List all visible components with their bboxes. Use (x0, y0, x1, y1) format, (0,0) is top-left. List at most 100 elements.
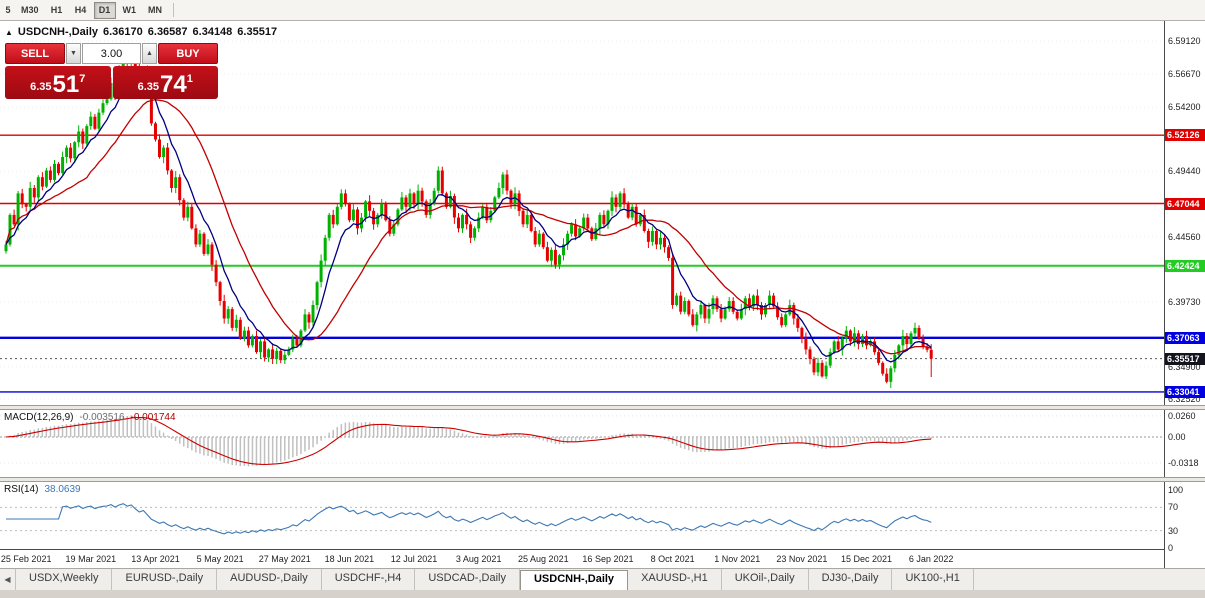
tab-usdcnh-daily[interactable]: USDCNH-,Daily (519, 570, 629, 590)
rsi-line (6, 503, 932, 535)
bid-big-digits: 51 (52, 71, 80, 98)
ma-fast-line (5, 72, 932, 363)
bid-quote-box[interactable]: 6.35 51 7 (5, 66, 111, 99)
macd-indicator-panel[interactable]: MACD(12,26,9) -0.003516 -0.001744 (0, 410, 1164, 477)
price-axis-tick: 6.34900 (1168, 361, 1201, 372)
date-axis-label: 15 Dec 2021 (840, 554, 893, 564)
macd-canvas (0, 415, 1164, 467)
window-bottom-edge (0, 590, 1205, 598)
timeframe-button-m30[interactable]: M30 (21, 5, 39, 15)
date-axis-label: 13 Apr 2021 (131, 554, 180, 564)
macd-axis-tick: -0.0318 (1168, 457, 1199, 468)
macd-axis-tick: 0.0260 (1168, 410, 1196, 421)
tab-scroll-left-icon[interactable]: ◀ (0, 569, 16, 590)
tab-eurusd-daily[interactable]: EURUSD-,Daily (112, 569, 218, 590)
macd-signal-line (5, 416, 932, 465)
sell-button[interactable]: SELL (5, 43, 65, 64)
price-axis-tick: 6.44560 (1168, 231, 1201, 242)
date-axis-label: 3 Aug 2021 (455, 554, 502, 564)
horizontal-level-lines (0, 134, 1164, 393)
tab-uk100-h1[interactable]: UK100-,H1 (892, 569, 974, 590)
bid-prefix: 6.35 (30, 81, 52, 93)
rsi-axis-tick: 0 (1168, 543, 1174, 553)
price-axis-tick: 6.32520 (1168, 393, 1201, 404)
price-level-label: 6.42424 (1165, 259, 1205, 272)
date-axis[interactable]: 25 Feb 2021 19 Mar 2021 13 Apr 2021 5 May 2… (0, 549, 1164, 568)
macd-rsi-splitter[interactable] (0, 477, 1205, 482)
rsi-indicator-panel[interactable]: RSI(14) 38.0639 (0, 482, 1164, 549)
timeframe-button-h4[interactable]: H4 (74, 5, 87, 15)
ask-quote-box[interactable]: 6.35 74 1 (112, 66, 218, 99)
timeframe-button-5[interactable]: 5 (5, 5, 11, 15)
ma-slow-line (5, 98, 932, 355)
price-level-label: 6.47044 (1165, 197, 1205, 210)
one-click-trade-panel: SELL ▼ 3.00 ▲ BUY 6.35 51 7 6.35 74 1 (5, 43, 218, 99)
timeframe-button-w1[interactable]: W1 (122, 5, 137, 15)
tab-usdchf-h4[interactable]: USDCHF-,H4 (322, 569, 416, 590)
trade-panel-collapse-icon[interactable]: ▲ (5, 28, 13, 37)
date-axis-label: 27 May 2021 (258, 554, 311, 564)
date-axis-label: 12 Jul 2021 (390, 554, 438, 564)
chart-macd-splitter[interactable] (0, 405, 1205, 410)
macd-signal-value: -0.001744 (130, 412, 176, 423)
ohlc-high: 6.36587 (147, 26, 188, 38)
tab-usdcad-daily[interactable]: USDCAD-,Daily (415, 569, 520, 590)
date-axis-label: 25 Aug 2021 (518, 554, 569, 564)
date-axis-label: 23 Nov 2021 (776, 554, 828, 564)
toolbar-separator (173, 3, 175, 17)
main-price-chart[interactable] (0, 21, 1164, 405)
timeframe-toolbar: 5 M30 H1 H4 D1 W1 MN (0, 0, 1205, 21)
bid-pip-digit: 7 (79, 73, 86, 85)
chart-symbol-period: USDCNH-,Daily (17, 26, 98, 38)
timeframe-button-d1[interactable]: D1 (93, 1, 116, 19)
ask-big-digits: 74 (160, 71, 187, 98)
rsi-value: 38.0639 (44, 484, 81, 495)
symbol-tabbar: ◀ USDX,Weekly EURUSD-,Daily AUDUSD-,Daily U… (0, 568, 1205, 590)
price-level-label: 6.52126 (1165, 129, 1205, 142)
date-axis-label: 5 May 2021 (196, 554, 244, 564)
ask-prefix: 6.35 (137, 81, 160, 93)
tab-dj30-daily[interactable]: DJ30-,Daily (809, 569, 893, 590)
current-price-label: 6.35517 (1165, 352, 1205, 365)
date-axis-label: 16 Sep 2021 (582, 554, 634, 564)
macd-label: MACD(12,26,9) -0.003516 -0.001744 (4, 412, 176, 423)
date-axis-label: 6 Jan 2022 (908, 554, 954, 564)
date-axis-label: 18 Jun 2021 (324, 554, 375, 564)
price-axis-tick: 6.49440 (1168, 166, 1201, 177)
volume-step-up-icon[interactable]: ▲ (142, 43, 157, 64)
buy-button[interactable]: BUY (158, 43, 218, 64)
date-axis-label: 25 Feb 2021 (0, 554, 52, 564)
timeframe-button-mn[interactable]: MN (148, 5, 163, 15)
price-axis-tick: 6.59120 (1168, 36, 1201, 47)
macd-histogram (5, 415, 932, 467)
price-axis-tick: 6.54200 (1168, 102, 1201, 113)
tab-audusd-daily[interactable]: AUDUSD-,Daily (217, 569, 322, 590)
price-level-label: 6.37063 (1165, 331, 1205, 344)
chart-workspace: ▲ USDCNH-,Daily 6.36170 6.36587 6.34148 6.355… (0, 21, 1205, 568)
rsi-axis-tick: 100 (1168, 485, 1184, 495)
rsi-axis-tick: 70 (1168, 502, 1179, 513)
candlestick-chart-canvas (0, 40, 1164, 400)
ohlc-open: 6.36170 (103, 26, 143, 38)
tab-xauusd-h1[interactable]: XAUUSD-,H1 (628, 569, 722, 590)
date-axis-label: 1 Nov 2021 (714, 554, 761, 564)
price-axis-tick: 6.39730 (1168, 296, 1201, 307)
ohlc-low: 6.34148 (192, 26, 233, 38)
tab-ukoil-daily[interactable]: UKOil-,Daily (722, 569, 809, 590)
price-level-label: 6.33041 (1165, 385, 1205, 398)
volume-step-down-icon[interactable]: ▼ (66, 43, 81, 64)
date-axis-label: 8 Oct 2021 (650, 554, 695, 564)
tab-usdx-weekly[interactable]: USDX,Weekly (16, 569, 113, 590)
macd-axis-tick: 0.00 (1168, 431, 1186, 442)
price-axis[interactable]: 6.59120 6.56670 6.54200 6.49440 6.44560 6.397… (1164, 21, 1205, 568)
rsi-axis-tick: 30 (1168, 525, 1179, 536)
price-axis-tick: 6.56670 (1168, 69, 1201, 79)
rsi-name: RSI(14) (4, 484, 39, 495)
timeframe-button-h1[interactable]: H1 (50, 5, 63, 15)
chart-ohlc-title: ▲ USDCNH-,Daily 6.36170 6.36587 6.34148 6.355… (5, 26, 282, 38)
ohlc-close: 6.35517 (237, 26, 278, 38)
volume-input[interactable]: 3.00 (82, 43, 141, 64)
macd-main-value: -0.003516 (79, 412, 125, 423)
date-axis-label: 19 Mar 2021 (65, 554, 117, 564)
ask-pip-digit: 1 (186, 73, 193, 85)
